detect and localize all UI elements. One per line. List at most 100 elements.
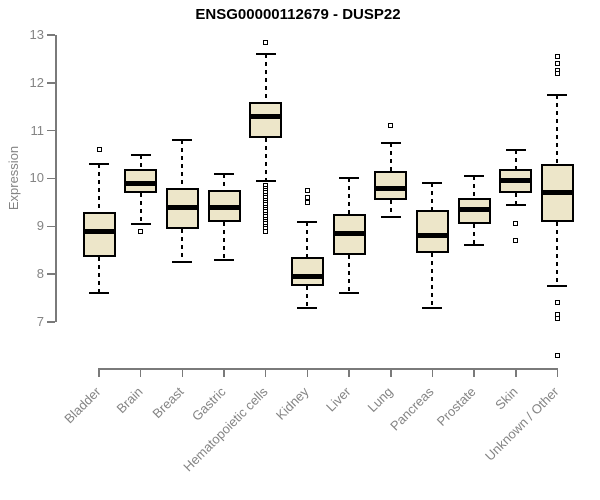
outlier-point: [554, 352, 560, 358]
x-axis-tick: [556, 368, 559, 377]
lower-whisker-cap: [339, 292, 360, 295]
y-tick-label: 8: [36, 266, 44, 282]
lower-whisker: [514, 192, 517, 205]
iqr-box: [415, 209, 449, 253]
lower-whisker-cap: [380, 215, 401, 218]
upper-whisker: [514, 149, 517, 169]
outlier-point: [513, 238, 519, 244]
iqr-box: [82, 211, 116, 258]
x-axis-tick: [515, 368, 517, 377]
lower-whisker: [139, 192, 142, 224]
median-line: [415, 233, 449, 239]
x-axis-tick: [431, 368, 434, 377]
lower-whisker-cap: [505, 203, 526, 206]
lower-whisker: [556, 221, 559, 287]
lower-whisker: [264, 137, 267, 181]
outlier-point: [554, 61, 560, 67]
y-tick-label: 13: [29, 27, 44, 42]
x-axis-tick: [348, 368, 350, 377]
lower-whisker-cap: [130, 222, 151, 225]
upper-whisker: [389, 142, 392, 172]
lower-whisker: [306, 286, 309, 308]
y-axis-tick: [47, 129, 55, 132]
upper-whisker: [431, 183, 434, 210]
upper-whisker-cap: [505, 148, 526, 151]
upper-whisker-cap: [255, 53, 276, 56]
lower-whisker-cap: [89, 292, 109, 295]
median-line: [374, 185, 408, 191]
outlier-point: [554, 54, 560, 60]
upper-whisker: [264, 54, 267, 102]
upper-whisker: [348, 178, 351, 215]
x-axis-tick: [264, 368, 267, 377]
median-line: [82, 228, 116, 234]
upper-whisker-cap: [297, 220, 318, 223]
lower-whisker: [223, 221, 226, 260]
median-line: [499, 178, 533, 184]
lower-whisker: [181, 228, 184, 263]
x-axis-tick: [390, 368, 392, 377]
x-axis-tick: [139, 368, 142, 377]
y-axis-tick: [47, 321, 55, 323]
x-axis-tick: [98, 368, 100, 377]
outlier-point: [96, 147, 102, 153]
y-tick-label: 10: [29, 170, 44, 186]
upper-whisker: [556, 94, 559, 165]
outlier-point: [554, 70, 560, 76]
upper-whisker-cap: [130, 153, 151, 156]
iqr-box: [290, 257, 324, 287]
median-line: [290, 274, 324, 280]
upper-whisker: [223, 173, 226, 191]
outlier-point: [263, 228, 269, 234]
lower-whisker: [98, 257, 100, 294]
outlier-point: [554, 315, 560, 321]
upper-whisker-cap: [214, 172, 235, 175]
lower-whisker: [431, 252, 434, 308]
outlier-point: [304, 187, 310, 193]
outlier-point: [263, 39, 269, 45]
lower-whisker-cap: [214, 258, 235, 261]
y-axis-tick: [47, 82, 55, 84]
lower-whisker: [389, 200, 392, 217]
outlier-point: [138, 228, 144, 234]
x-axis-tick: [306, 368, 309, 377]
y-axis-tick: [47, 177, 55, 180]
median-line: [540, 190, 574, 196]
y-tick-label: 7: [36, 313, 44, 329]
upper-whisker-cap: [422, 182, 443, 185]
median-line: [457, 207, 491, 213]
iqr-box: [249, 101, 283, 138]
lower-whisker-cap: [464, 244, 485, 247]
x-axis-tick: [181, 368, 184, 377]
outlier-point: [304, 199, 310, 205]
lower-whisker: [473, 223, 476, 246]
outlier-point: [304, 195, 310, 201]
x-axis-tick: [223, 368, 225, 377]
y-tick-label: 9: [36, 218, 44, 234]
outlier-point: [388, 123, 394, 129]
upper-whisker: [181, 140, 184, 189]
upper-whisker: [139, 154, 142, 169]
upper-whisker-cap: [464, 175, 485, 178]
lower-whisker-cap: [255, 179, 276, 182]
y-axis-tick: [47, 273, 55, 275]
median-line: [249, 113, 283, 119]
upper-whisker-cap: [339, 177, 360, 180]
upper-whisker-cap: [172, 139, 193, 142]
chart-title: ENSG00000112679 - DUSP22: [195, 6, 401, 23]
outlier-point: [554, 300, 560, 306]
y-tick-label: 11: [30, 122, 45, 138]
median-line: [207, 204, 241, 210]
y-axis-line: [55, 35, 57, 322]
upper-whisker-cap: [89, 163, 109, 166]
y-axis-tick: [47, 225, 55, 228]
lower-whisker-cap: [422, 306, 443, 309]
lower-whisker: [348, 255, 351, 294]
lower-whisker-cap: [172, 261, 193, 264]
y-tick-label: 12: [29, 74, 44, 90]
upper-whisker: [306, 221, 309, 258]
y-axis-tick: [47, 34, 55, 36]
outlier-point: [513, 221, 519, 227]
median-line: [124, 180, 158, 186]
